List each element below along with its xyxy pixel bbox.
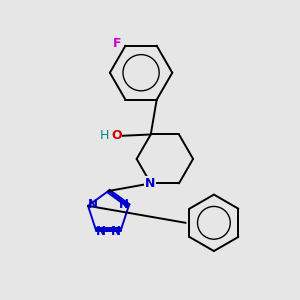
Text: N: N (145, 177, 155, 190)
Text: F: F (113, 37, 122, 50)
Text: N: N (119, 198, 129, 211)
Text: O: O (111, 129, 122, 142)
Text: H: H (100, 129, 109, 142)
Text: N: N (88, 198, 98, 211)
Text: N: N (111, 225, 121, 238)
Text: N: N (96, 225, 106, 238)
